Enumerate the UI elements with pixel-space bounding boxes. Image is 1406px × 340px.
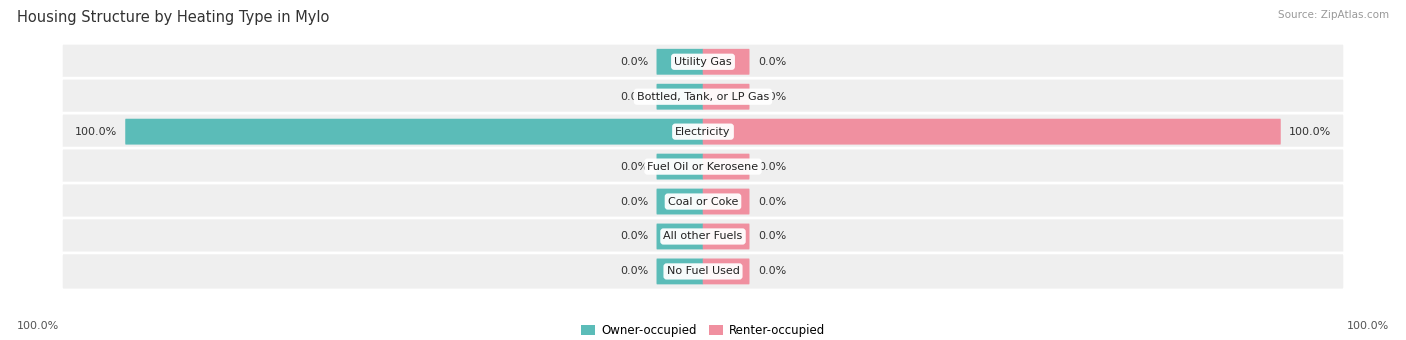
Text: Fuel Oil or Kerosene: Fuel Oil or Kerosene [647,162,759,172]
Text: Coal or Coke: Coal or Coke [668,197,738,206]
FancyBboxPatch shape [703,84,749,109]
Text: Housing Structure by Heating Type in Mylo: Housing Structure by Heating Type in Myl… [17,10,329,25]
Text: 0.0%: 0.0% [758,92,786,102]
Text: Bottled, Tank, or LP Gas: Bottled, Tank, or LP Gas [637,92,769,102]
FancyBboxPatch shape [703,119,1281,144]
Text: No Fuel Used: No Fuel Used [666,267,740,276]
FancyBboxPatch shape [62,113,1344,150]
Text: 0.0%: 0.0% [758,57,786,67]
FancyBboxPatch shape [703,154,749,180]
FancyBboxPatch shape [62,43,1344,80]
Text: 0.0%: 0.0% [758,232,786,241]
FancyBboxPatch shape [62,218,1344,255]
Text: Utility Gas: Utility Gas [675,57,731,67]
Text: 0.0%: 0.0% [620,57,648,67]
Text: 0.0%: 0.0% [758,162,786,172]
Text: 0.0%: 0.0% [758,267,786,276]
Legend: Owner-occupied, Renter-occupied: Owner-occupied, Renter-occupied [576,319,830,340]
FancyBboxPatch shape [703,258,749,284]
FancyBboxPatch shape [657,189,703,215]
Text: 0.0%: 0.0% [620,197,648,206]
FancyBboxPatch shape [703,224,749,250]
FancyBboxPatch shape [657,84,703,109]
FancyBboxPatch shape [657,258,703,284]
FancyBboxPatch shape [125,119,703,144]
Text: 100.0%: 100.0% [1347,321,1389,332]
Text: All other Fuels: All other Fuels [664,232,742,241]
Text: 0.0%: 0.0% [620,232,648,241]
FancyBboxPatch shape [657,154,703,180]
Text: Electricity: Electricity [675,127,731,137]
FancyBboxPatch shape [62,78,1344,115]
FancyBboxPatch shape [62,253,1344,290]
Text: 100.0%: 100.0% [17,321,59,332]
Text: Source: ZipAtlas.com: Source: ZipAtlas.com [1278,10,1389,20]
Text: 0.0%: 0.0% [758,197,786,206]
FancyBboxPatch shape [703,189,749,215]
Text: 0.0%: 0.0% [620,162,648,172]
Text: 0.0%: 0.0% [620,92,648,102]
Text: 0.0%: 0.0% [620,267,648,276]
FancyBboxPatch shape [657,224,703,250]
FancyBboxPatch shape [703,49,749,75]
Text: 100.0%: 100.0% [1289,127,1331,137]
FancyBboxPatch shape [657,49,703,75]
FancyBboxPatch shape [62,148,1344,185]
FancyBboxPatch shape [62,183,1344,220]
Text: 100.0%: 100.0% [75,127,117,137]
